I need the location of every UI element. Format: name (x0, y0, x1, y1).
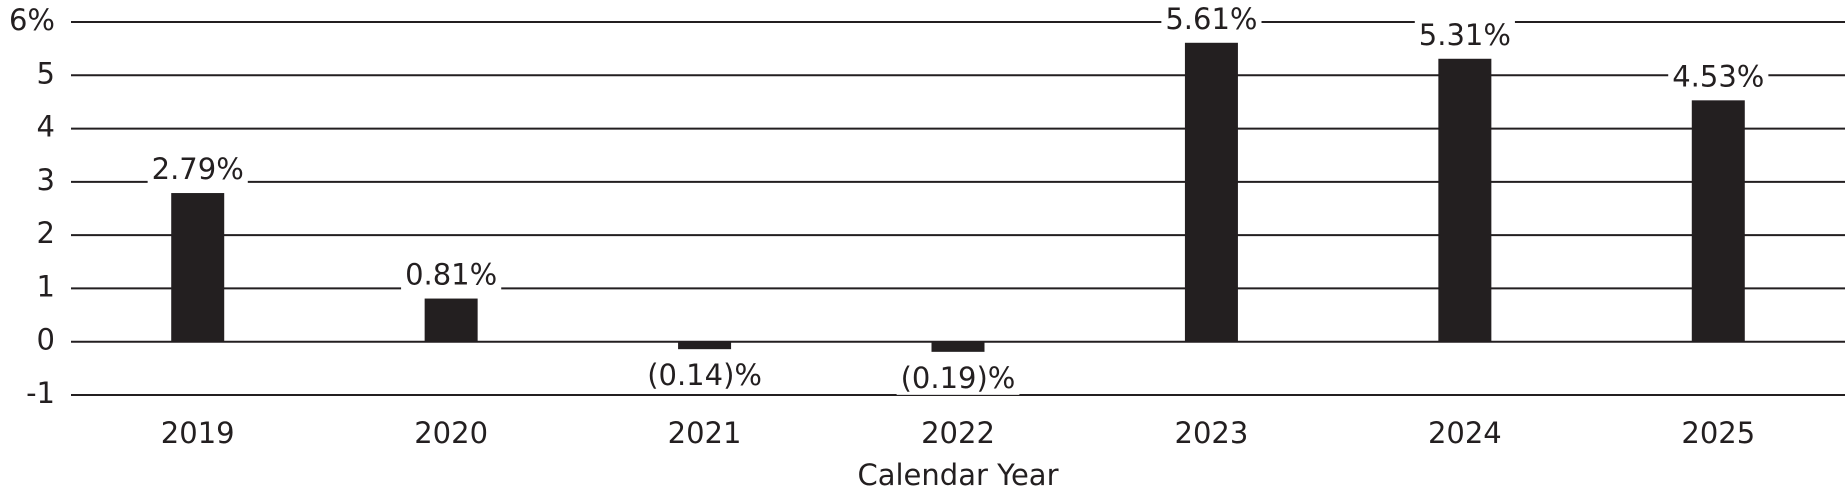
x-tick-label: 2019 (161, 416, 235, 450)
label-background (643, 358, 766, 393)
y-tick-label: 5 (37, 56, 55, 90)
y-tick-label: 2 (37, 216, 55, 250)
bar (678, 341, 732, 350)
y-tick-label: 1 (37, 269, 55, 303)
y-tick-label: 0 (37, 323, 55, 357)
value-label: (0.19)% (901, 361, 1016, 395)
label-background (401, 257, 502, 292)
label-background (147, 152, 248, 187)
label-background (1414, 17, 1515, 52)
label-background (1668, 59, 1769, 94)
value-label: 5.31% (1419, 18, 1511, 52)
value-label: 4.53% (1672, 59, 1764, 93)
x-tick-label: 2020 (414, 416, 488, 450)
value-label: (0.14)% (647, 358, 762, 392)
bar (1438, 58, 1492, 342)
x-tick-label: 2021 (668, 416, 742, 450)
bar (171, 193, 225, 342)
value-label: 2.79% (152, 152, 244, 186)
label-background (1161, 1, 1262, 36)
y-tick-label: 3 (37, 163, 55, 197)
x-tick-label: 2022 (921, 416, 995, 450)
y-tick-label: 6% (9, 3, 55, 37)
bar (1184, 42, 1238, 342)
x-tick-label: 2023 (1175, 416, 1249, 450)
x-tick-label: 2024 (1428, 416, 1502, 450)
x-axis-title: Calendar Year (857, 458, 1058, 492)
y-tick-label: 4 (37, 110, 55, 144)
x-tick-label: 2025 (1681, 416, 1755, 450)
bar (931, 341, 985, 352)
label-background (896, 360, 1020, 395)
value-label: 5.61% (1165, 2, 1257, 36)
value-label: 0.81% (405, 258, 497, 292)
y-tick-label: -1 (26, 376, 55, 410)
bar (1691, 100, 1745, 342)
bar (424, 298, 478, 342)
